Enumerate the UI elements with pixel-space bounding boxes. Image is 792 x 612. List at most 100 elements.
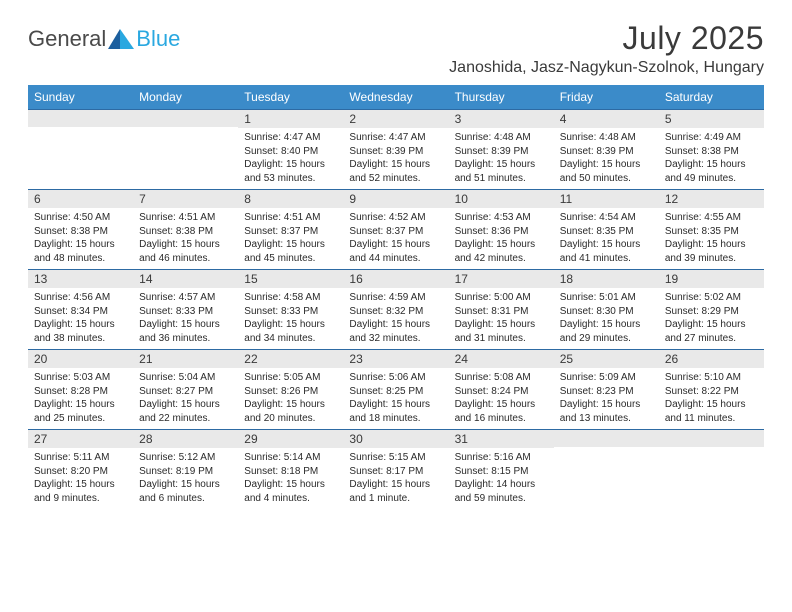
day-number: 25 bbox=[554, 350, 659, 368]
day-cell: 22 Sunrise: 5:05 AMSunset: 8:26 PMDayligh… bbox=[238, 350, 343, 429]
day-cell: 21Sunrise: 5:04 AMSunset: 8:27 PMDayligh… bbox=[133, 350, 238, 429]
day-body: Sunrise: 5:00 AMSunset: 8:31 PMDaylight:… bbox=[449, 288, 554, 349]
day-number: 7 bbox=[133, 190, 238, 208]
sunrise-line: Sunrise: 5:08 AM bbox=[455, 371, 548, 385]
dow-sunday: Sunday bbox=[28, 85, 133, 109]
sunset-line: Sunset: 8:25 PM bbox=[349, 385, 442, 399]
daylight-line: Daylight: 15 hours and 36 minutes. bbox=[139, 318, 232, 345]
day-number bbox=[659, 430, 764, 447]
sunset-line: Sunset: 8:24 PM bbox=[455, 385, 548, 399]
sunset-line: Sunset: 8:31 PM bbox=[455, 305, 548, 319]
day-cell: 27Sunrise: 5:11 AMSunset: 8:20 PMDayligh… bbox=[28, 430, 133, 509]
daylight-line: Daylight: 15 hours and 32 minutes. bbox=[349, 318, 442, 345]
day-body: Sunrise: 5:10 AMSunset: 8:22 PMDaylight:… bbox=[659, 368, 764, 429]
sunrise-line: Sunrise: 4:53 AM bbox=[455, 211, 548, 225]
day-number: 11 bbox=[554, 190, 659, 208]
day-body: Sunrise: 5:08 AMSunset: 8:24 PMDaylight:… bbox=[449, 368, 554, 429]
daylight-line: Daylight: 15 hours and 34 minutes. bbox=[244, 318, 337, 345]
sunrise-line: Sunrise: 4:49 AM bbox=[665, 131, 758, 145]
day-body: Sunrise: 4:56 AMSunset: 8:34 PMDaylight:… bbox=[28, 288, 133, 349]
sunrise-line: Sunrise: 5:06 AM bbox=[349, 371, 442, 385]
daylight-line: Daylight: 15 hours and 29 minutes. bbox=[560, 318, 653, 345]
logo-mark-icon bbox=[108, 29, 134, 49]
day-body: Sunrise: 5:04 AMSunset: 8:27 PMDaylight:… bbox=[133, 368, 238, 429]
dow-row: SundayMondayTuesdayWednesdayThursdayFrid… bbox=[28, 85, 764, 109]
sunrise-line: Sunrise: 5:02 AM bbox=[665, 291, 758, 305]
sunrise-line: Sunrise: 5:01 AM bbox=[560, 291, 653, 305]
day-number bbox=[28, 110, 133, 127]
sunrise-line: Sunrise: 4:51 AM bbox=[244, 211, 337, 225]
sunrise-line: Sunrise: 5:16 AM bbox=[455, 451, 548, 465]
sunrise-line: Sunrise: 4:54 AM bbox=[560, 211, 653, 225]
day-cell: 20Sunrise: 5:03 AMSunset: 8:28 PMDayligh… bbox=[28, 350, 133, 429]
sunrise-line: Sunrise: 4:56 AM bbox=[34, 291, 127, 305]
day-number: 17 bbox=[449, 270, 554, 288]
day-cell: 29Sunrise: 5:14 AMSunset: 8:18 PMDayligh… bbox=[238, 430, 343, 509]
week-row: 1Sunrise: 4:47 AMSunset: 8:40 PMDaylight… bbox=[28, 109, 764, 189]
day-number: 4 bbox=[554, 110, 659, 128]
day-number: 3 bbox=[449, 110, 554, 128]
day-body: Sunrise: 4:54 AMSunset: 8:35 PMDaylight:… bbox=[554, 208, 659, 269]
day-number: 6 bbox=[28, 190, 133, 208]
daylight-line: Daylight: 15 hours and 6 minutes. bbox=[139, 478, 232, 505]
logo: General Blue bbox=[28, 26, 180, 52]
day-number bbox=[133, 110, 238, 127]
sunset-line: Sunset: 8:37 PM bbox=[244, 225, 337, 239]
day-number: 13 bbox=[28, 270, 133, 288]
day-body: Sunrise: 4:47 AMSunset: 8:39 PMDaylight:… bbox=[343, 128, 448, 189]
day-cell: 13Sunrise: 4:56 AMSunset: 8:34 PMDayligh… bbox=[28, 270, 133, 349]
daylight-line: Daylight: 15 hours and 45 minutes. bbox=[244, 238, 337, 265]
sunset-line: Sunset: 8:20 PM bbox=[34, 465, 127, 479]
daylight-line: Daylight: 15 hours and 20 minutes. bbox=[244, 398, 337, 425]
daylight-line: Daylight: 15 hours and 31 minutes. bbox=[455, 318, 548, 345]
day-number: 30 bbox=[343, 430, 448, 448]
day-number: 20 bbox=[28, 350, 133, 368]
sunset-line: Sunset: 8:18 PM bbox=[244, 465, 337, 479]
sunset-line: Sunset: 8:40 PM bbox=[244, 145, 337, 159]
sunrise-line: Sunrise: 4:51 AM bbox=[139, 211, 232, 225]
daylight-line: Daylight: 15 hours and 22 minutes. bbox=[139, 398, 232, 425]
day-cell: 26Sunrise: 5:10 AMSunset: 8:22 PMDayligh… bbox=[659, 350, 764, 429]
day-number: 26 bbox=[659, 350, 764, 368]
day-body: Sunrise: 5:09 AMSunset: 8:23 PMDaylight:… bbox=[554, 368, 659, 429]
day-number: 2 bbox=[343, 110, 448, 128]
day-cell: 12Sunrise: 4:55 AMSunset: 8:35 PMDayligh… bbox=[659, 190, 764, 269]
dow-monday: Monday bbox=[133, 85, 238, 109]
sunset-line: Sunset: 8:39 PM bbox=[455, 145, 548, 159]
day-number: 29 bbox=[238, 430, 343, 448]
day-body: Sunrise: 4:48 AMSunset: 8:39 PMDaylight:… bbox=[449, 128, 554, 189]
day-number: 16 bbox=[343, 270, 448, 288]
sunset-line: Sunset: 8:38 PM bbox=[139, 225, 232, 239]
header: General Blue July 2025 Janoshida, Jasz-N… bbox=[28, 20, 764, 77]
day-number: 19 bbox=[659, 270, 764, 288]
day-body: Sunrise: 5:06 AMSunset: 8:25 PMDaylight:… bbox=[343, 368, 448, 429]
title-block: July 2025 Janoshida, Jasz-Nagykun-Szolno… bbox=[449, 20, 764, 77]
day-cell: 1Sunrise: 4:47 AMSunset: 8:40 PMDaylight… bbox=[238, 110, 343, 189]
day-body: Sunrise: 4:47 AMSunset: 8:40 PMDaylight:… bbox=[238, 128, 343, 189]
sunset-line: Sunset: 8:38 PM bbox=[665, 145, 758, 159]
sunrise-line: Sunrise: 4:58 AM bbox=[244, 291, 337, 305]
day-body: Sunrise: 5:15 AMSunset: 8:17 PMDaylight:… bbox=[343, 448, 448, 509]
day-number: 22 bbox=[238, 350, 343, 368]
day-body: Sunrise: 4:49 AMSunset: 8:38 PMDaylight:… bbox=[659, 128, 764, 189]
day-cell: 31Sunrise: 5:16 AMSunset: 8:15 PMDayligh… bbox=[449, 430, 554, 509]
daylight-line: Daylight: 15 hours and 11 minutes. bbox=[665, 398, 758, 425]
sunset-line: Sunset: 8:35 PM bbox=[665, 225, 758, 239]
day-cell: 24Sunrise: 5:08 AMSunset: 8:24 PMDayligh… bbox=[449, 350, 554, 429]
logo-text-blue: Blue bbox=[136, 26, 180, 52]
day-cell: 5Sunrise: 4:49 AMSunset: 8:38 PMDaylight… bbox=[659, 110, 764, 189]
day-cell: 11Sunrise: 4:54 AMSunset: 8:35 PMDayligh… bbox=[554, 190, 659, 269]
week-row: 27Sunrise: 5:11 AMSunset: 8:20 PMDayligh… bbox=[28, 429, 764, 509]
day-number: 31 bbox=[449, 430, 554, 448]
day-number: 1 bbox=[238, 110, 343, 128]
day-cell: 2Sunrise: 4:47 AMSunset: 8:39 PMDaylight… bbox=[343, 110, 448, 189]
sunrise-line: Sunrise: 5:14 AM bbox=[244, 451, 337, 465]
daylight-line: Daylight: 15 hours and 9 minutes. bbox=[34, 478, 127, 505]
day-body: Sunrise: 4:53 AMSunset: 8:36 PMDaylight:… bbox=[449, 208, 554, 269]
sunrise-line: Sunrise: 5:05 AM bbox=[244, 371, 337, 385]
sunset-line: Sunset: 8:26 PM bbox=[244, 385, 337, 399]
daylight-line: Daylight: 14 hours and 59 minutes. bbox=[455, 478, 548, 505]
day-cell: 15Sunrise: 4:58 AMSunset: 8:33 PMDayligh… bbox=[238, 270, 343, 349]
sunrise-line: Sunrise: 4:59 AM bbox=[349, 291, 442, 305]
sunset-line: Sunset: 8:38 PM bbox=[34, 225, 127, 239]
